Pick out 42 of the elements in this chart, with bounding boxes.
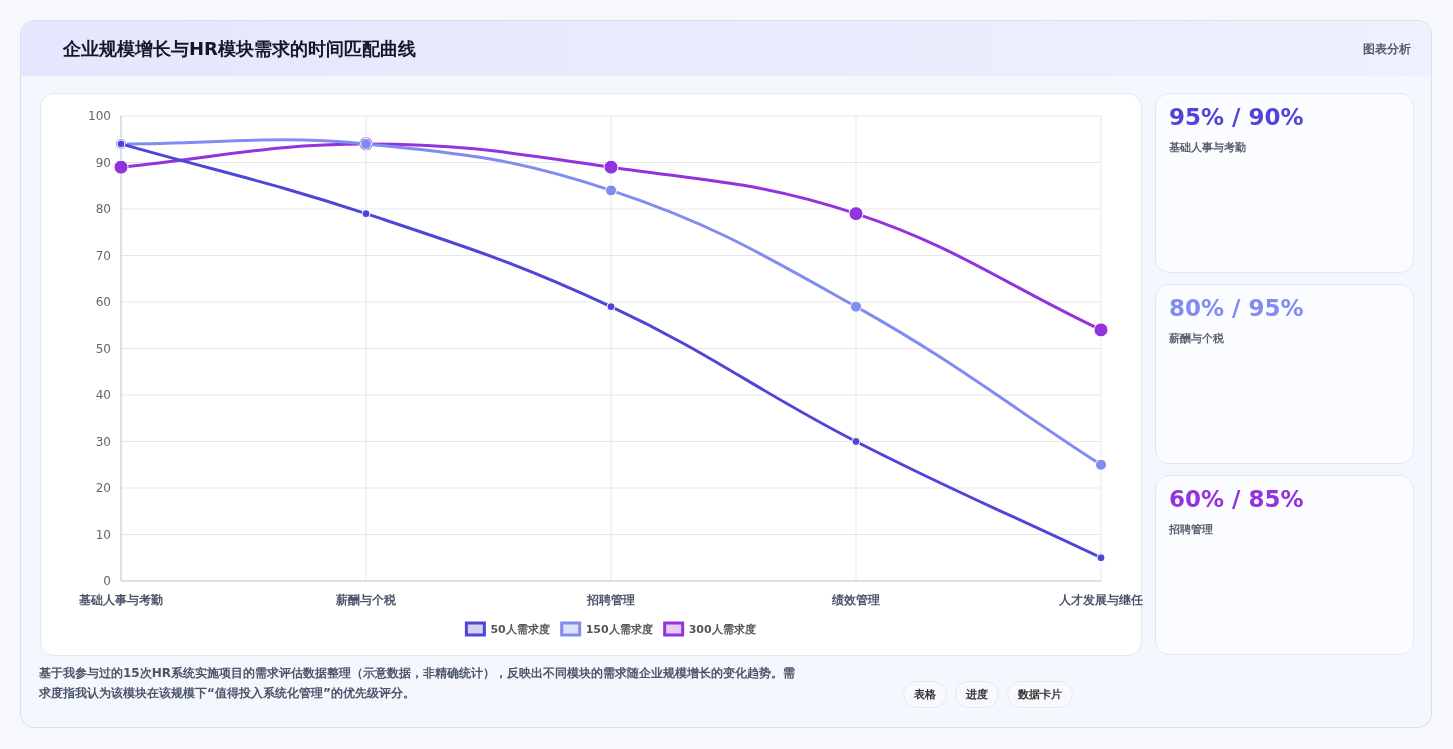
- text: 基础人事与考勤: [1169, 140, 1246, 155]
- y-tick-label: 10: [95, 527, 111, 542]
- point: [606, 302, 616, 312]
- x-tick-label: 基础人事与考勤: [78, 593, 163, 607]
- point: [605, 184, 617, 197]
- text: 60% / 85%: [1169, 486, 1304, 512]
- text: 数据卡片: [1007, 681, 1073, 708]
- point: [851, 437, 861, 446]
- point: [113, 159, 129, 175]
- legend-label: 50人需求度: [490, 623, 550, 636]
- text: 表格: [903, 681, 947, 708]
- x-tick-label: 人才发展与继任: [1058, 593, 1143, 607]
- y-tick-label: 20: [95, 481, 111, 495]
- y-tick-label: 60: [95, 295, 111, 309]
- point: [850, 300, 862, 313]
- legend-label: 300人需求度: [688, 623, 756, 636]
- text: 基于我参与过的15次HR系统实施项目的需求评估数据整理（示意数据，非精确统计），反映出不同模块的需求随企业规模增长的变化趋势。需求度指我认为该模块在该规模下“值得投入系统化管理”的优先级评分。: [39, 665, 796, 702]
- point: [1096, 553, 1106, 563]
- point: [361, 209, 371, 219]
- y-tick-label: 0: [103, 574, 111, 588]
- x-tick-label: 招聘管理: [586, 593, 635, 607]
- text: 招聘管理: [1169, 522, 1213, 537]
- text: 薪酬与个税: [1169, 331, 1224, 346]
- point: [603, 159, 619, 175]
- text: 进度: [955, 681, 999, 708]
- y-tick-label: 30: [95, 434, 111, 449]
- text: 图表分析: [1363, 41, 1411, 58]
- point: [848, 206, 864, 222]
- x-tick-label: 薪酬与个税: [335, 593, 397, 607]
- text: 95% / 90%: [1169, 104, 1304, 130]
- y-tick-label: 100: [88, 109, 111, 123]
- point: [1093, 322, 1109, 338]
- legend-label: 150人需求度: [585, 623, 653, 636]
- y-tick-label: 40: [95, 388, 111, 402]
- y-tick-label: 80: [95, 202, 111, 216]
- chart-title: 企业规模增长与HR模块需求的时间匹配曲线: [63, 37, 416, 61]
- y-tick-label: 90: [95, 155, 111, 170]
- point: [1095, 458, 1107, 471]
- y-tick-label: 70: [95, 248, 111, 263]
- y-tick-label: 50: [95, 341, 111, 356]
- text: 80% / 95%: [1169, 295, 1304, 321]
- x-tick-label: 绩效管理: [831, 593, 880, 607]
